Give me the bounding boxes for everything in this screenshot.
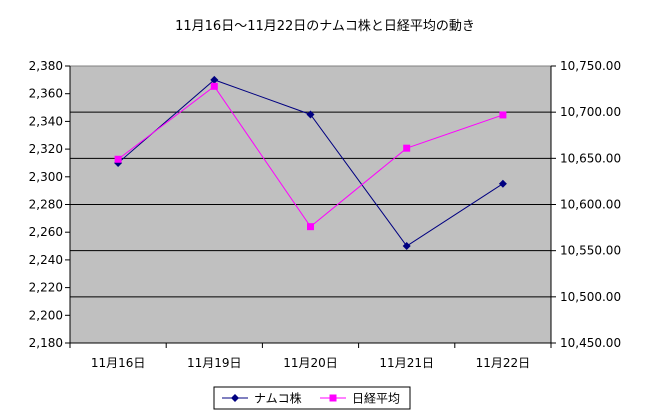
legend-label: ナムコ株 [254, 391, 302, 406]
data-point [402, 242, 411, 251]
x-tick-label: 11月19日 [187, 356, 242, 370]
y-right-tick-label: 10,700.00 [560, 105, 621, 119]
y-left-tick-label: 2,340 [29, 114, 63, 128]
legend-label: 日経平均 [352, 392, 400, 406]
y-right-tick-label: 10,450.00 [560, 336, 621, 350]
data-point [498, 179, 507, 188]
y-right-tick-label: 10,550.00 [560, 244, 621, 258]
data-point [210, 75, 219, 84]
y-left-tick-label: 2,320 [29, 142, 63, 156]
data-point [403, 144, 411, 152]
y-right-tick-label: 10,650.00 [560, 151, 621, 165]
data-point [306, 110, 315, 119]
y-left-tick-label: 2,220 [29, 281, 63, 295]
x-tick-label: 11月22日 [476, 356, 531, 370]
y-right-tick-label: 10,750.00 [560, 59, 621, 73]
y-left-tick-label: 2,300 [29, 170, 63, 184]
legend-marker [231, 394, 239, 402]
y-left-tick-label: 2,180 [29, 336, 63, 350]
data-point [307, 223, 314, 231]
y-left-tick-label: 2,200 [29, 308, 63, 322]
data-point [210, 82, 218, 90]
y-left-tick-label: 2,280 [29, 198, 63, 212]
x-tick-label: 11月20日 [283, 356, 338, 370]
legend-box [213, 386, 411, 410]
chart-title: 11月16日〜11月22日のナムコ株と日経平均の動き [175, 19, 475, 34]
data-point [114, 155, 122, 163]
y-left-tick-label: 2,240 [29, 253, 63, 267]
y-right-tick-label: 10,600.00 [560, 198, 621, 212]
y-left-tick-label: 2,380 [29, 59, 63, 73]
legend: ナムコ株 日経平均 [213, 386, 411, 410]
legend-marker [329, 394, 337, 402]
plot-area: 2,180 2,200 2,220 2,240 2,260 2,280 2,300 2,320… [29, 59, 621, 370]
y-left-tick-label: 2,260 [29, 225, 63, 239]
y-right-tick-label: 10,500.00 [560, 290, 621, 304]
x-tick-label: 11月21日 [379, 356, 434, 370]
data-point [499, 111, 507, 119]
x-tick-label: 11月16日 [91, 356, 146, 370]
y-left-tick-label: 2,360 [29, 87, 63, 101]
